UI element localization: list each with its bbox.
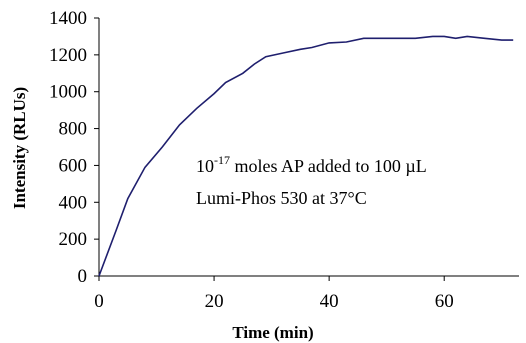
x-tick-label: 20: [205, 291, 224, 312]
svg-text:10-17 moles AP added to 100 µL: 10-17 moles AP added to 100 µL: [196, 153, 427, 176]
annotation-line1-rest: moles AP added to 100 µL: [230, 156, 427, 176]
annotation-base: 10: [196, 156, 214, 176]
y-tick-label: 200: [59, 229, 88, 250]
y-axis-title: Intensity (RLUs): [10, 87, 29, 209]
x-tick-label: 60: [435, 291, 454, 312]
y-tick-label: 1400: [49, 8, 87, 29]
y-tick-label: 400: [59, 192, 88, 213]
y-tick-label: 800: [59, 119, 88, 140]
x-axis-title: Time (min): [232, 323, 313, 342]
x-tick-label: 0: [94, 291, 104, 312]
y-tick-label: 1000: [49, 82, 87, 103]
y-tick-label: 600: [59, 155, 88, 176]
x-tick-label: 40: [320, 291, 339, 312]
annotation-exponent: -17: [214, 153, 230, 167]
y-tick-label: 1200: [49, 45, 87, 66]
y-tick-label: 0: [78, 266, 88, 287]
series-line: [98, 35, 514, 277]
x-axis: 0 20 40 60: [94, 275, 519, 312]
y-axis: 0 200 400 600 800 1000 1200 1400: [49, 8, 100, 287]
chart-annotation: 10-17 moles AP added to 100 µL Lumi-Phos…: [196, 153, 427, 208]
annotation-line2: Lumi-Phos 530 at 37°C: [196, 188, 367, 208]
